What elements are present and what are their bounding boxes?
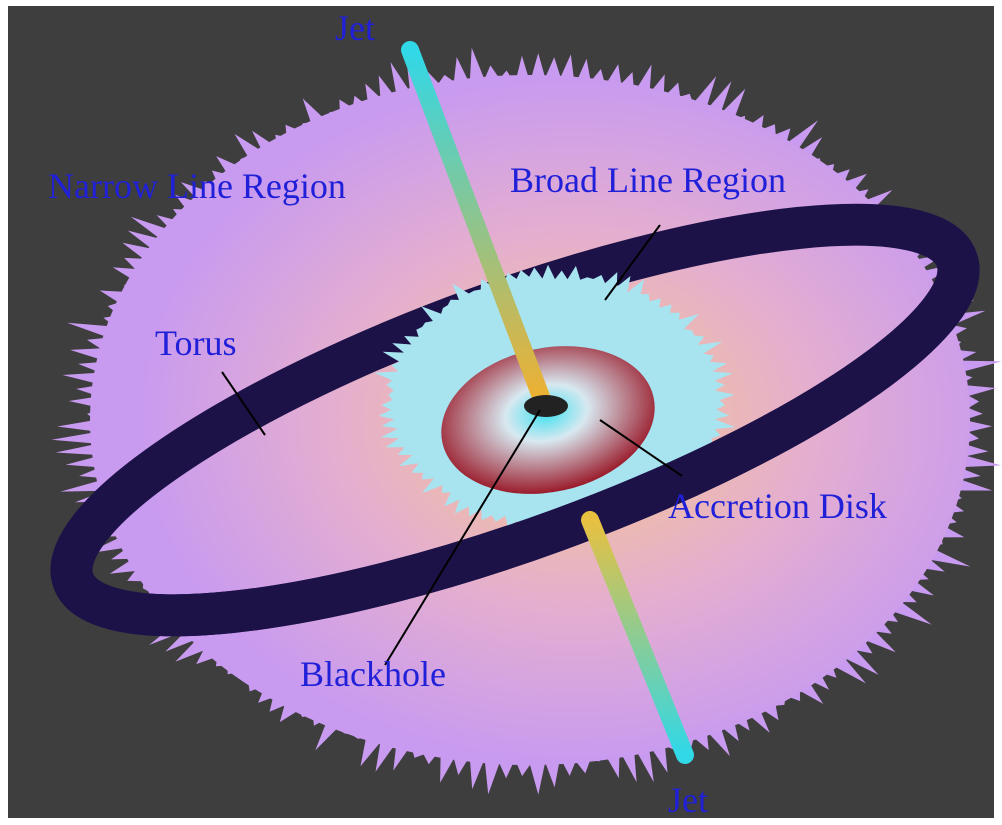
- blackhole: [524, 395, 568, 417]
- label: Blackhole: [300, 654, 446, 694]
- accretion-disk: [441, 346, 655, 494]
- jet-top: [401, 41, 552, 411]
- label: Torus: [155, 323, 236, 363]
- label: Jet: [335, 8, 375, 48]
- jet-bottom: [581, 511, 694, 764]
- label: Narrow Line Region: [48, 166, 346, 206]
- pointer: [384, 409, 541, 666]
- label: Broad Line Region: [510, 160, 786, 200]
- label: Accretion Disk: [668, 486, 887, 526]
- pointer: [599, 419, 683, 477]
- pointer: [221, 371, 266, 436]
- pointer: [604, 224, 661, 301]
- label: Jet: [668, 780, 708, 820]
